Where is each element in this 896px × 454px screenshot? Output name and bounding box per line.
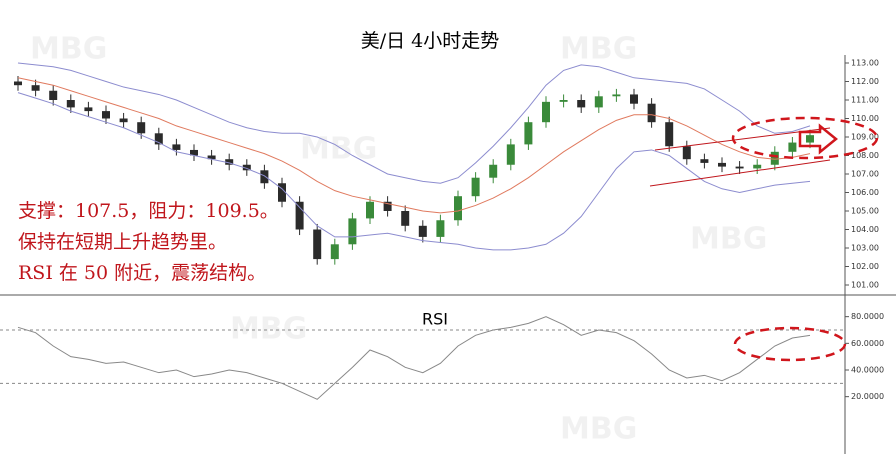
y-tick-label: 103.00 <box>851 244 879 253</box>
candle-body <box>102 111 110 119</box>
candle-body <box>612 94 621 97</box>
candle-body <box>190 149 198 156</box>
candle-body <box>524 122 533 145</box>
candle-body <box>330 244 339 260</box>
candle-body <box>278 183 286 202</box>
candle-body <box>383 201 392 211</box>
watermark: MBG <box>230 312 307 347</box>
candle-body <box>559 100 568 102</box>
candle-body <box>788 142 797 152</box>
y-tick-label: 20.0000 <box>851 392 884 401</box>
candle-body <box>594 96 603 108</box>
y-tick-label: 108.00 <box>851 151 879 160</box>
candle-body <box>682 146 691 160</box>
candle-body <box>735 166 744 169</box>
candle-body <box>542 101 550 123</box>
chart-title: 美/日 4小时走势 <box>361 30 500 52</box>
y-tick-label: 80.0000 <box>851 312 884 321</box>
candle-body <box>242 164 251 171</box>
band-line <box>17 92 811 251</box>
watermark: MBG <box>30 32 107 67</box>
candle-body <box>295 201 304 230</box>
annotation: 支撑：107.5，阻力：109.5。 <box>18 200 279 222</box>
y-tick-label: 113.00 <box>851 59 879 68</box>
rsi-line <box>17 316 811 400</box>
trend-line <box>649 159 831 187</box>
candle-body <box>119 118 128 123</box>
candle-body <box>366 201 374 219</box>
candle-body <box>436 220 445 237</box>
candle-body <box>49 90 58 100</box>
candle-body <box>506 144 515 165</box>
candle-body <box>348 218 357 245</box>
candle-body <box>454 196 462 221</box>
y-tick-label: 107.00 <box>851 170 879 179</box>
watermark: MBG <box>300 132 377 167</box>
y-tick-label: 101.00 <box>851 281 879 290</box>
annotation: 保持在短期上升趋势里。 <box>18 231 227 253</box>
band-line <box>17 77 811 214</box>
candle-body <box>718 162 726 167</box>
highlight <box>733 326 847 362</box>
candle-body <box>630 94 638 104</box>
band-line <box>17 62 811 184</box>
candle-body <box>665 122 674 147</box>
candle-body <box>471 177 480 197</box>
candle-body <box>31 85 40 91</box>
y-tick-label: 102.00 <box>851 262 879 271</box>
y-tick-label: 110.00 <box>851 114 879 123</box>
y-tick-label: 111.00 <box>851 96 879 105</box>
candle-body <box>313 229 322 260</box>
candle-body <box>700 159 709 163</box>
y-tick-label: 112.00 <box>851 77 879 86</box>
y-tick-label: 105.00 <box>851 207 879 216</box>
y-tick-label: 40.0000 <box>851 366 884 375</box>
candle-body <box>137 122 146 134</box>
highlight <box>731 116 879 160</box>
y-tick-label: 60.0000 <box>851 339 884 348</box>
watermark: MBG <box>690 222 767 257</box>
arrow <box>798 123 838 155</box>
candle-body <box>753 164 762 169</box>
candle-body <box>225 159 234 165</box>
y-tick-label: 106.00 <box>851 188 879 197</box>
candle-body <box>489 164 498 178</box>
annotation: RSI 在 50 附近，震荡结构。 <box>18 262 266 284</box>
watermark: MBG <box>560 32 637 67</box>
candle-body <box>207 155 216 160</box>
candle-body <box>172 144 181 150</box>
candle-body <box>260 170 269 184</box>
candle-body <box>770 151 779 165</box>
y-tick-label: 104.00 <box>851 225 879 234</box>
candle-body <box>14 81 22 86</box>
rsi-title: RSI <box>422 310 448 329</box>
candle-body <box>577 100 586 108</box>
candle-body <box>647 103 656 123</box>
candle-body <box>806 135 814 143</box>
y-tick-label: 109.00 <box>851 133 879 142</box>
candle-body <box>418 225 427 237</box>
candle-body <box>154 133 163 145</box>
watermark: MBG <box>560 412 637 447</box>
candle-body <box>66 100 75 108</box>
candle-body <box>84 107 93 112</box>
candle-body <box>401 211 410 226</box>
